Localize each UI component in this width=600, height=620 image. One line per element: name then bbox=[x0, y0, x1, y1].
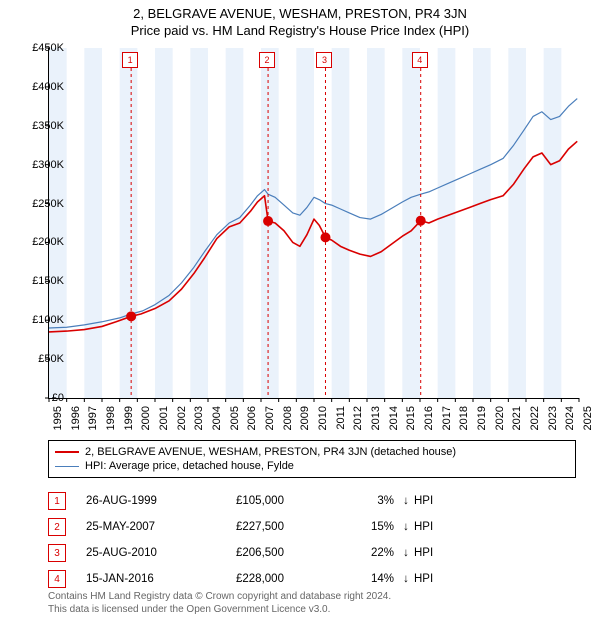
x-axis-tick-label: 2011 bbox=[335, 406, 347, 436]
x-axis-tick-label: 1998 bbox=[105, 406, 117, 436]
legend-swatch-hpi bbox=[55, 466, 79, 467]
x-axis-tick-label: 2017 bbox=[441, 406, 453, 436]
sale-marker-2: 2 bbox=[259, 52, 275, 68]
sales-table: 126-AUG-1999£105,0003%↓HPI225-MAY-2007£2… bbox=[48, 488, 578, 592]
sales-row: 2 25-MAY-2007£227,50015%↓HPI bbox=[48, 514, 578, 540]
x-axis-tick-label: 2013 bbox=[370, 406, 382, 436]
x-axis-tick-label: 2009 bbox=[299, 406, 311, 436]
footer: Contains HM Land Registry data © Crown c… bbox=[48, 591, 578, 616]
sales-row-pct: 15% bbox=[346, 521, 398, 533]
y-axis-tick-label: £0 bbox=[20, 392, 64, 404]
sales-row-marker: 4 bbox=[48, 570, 66, 588]
x-axis-tick-label: 2003 bbox=[193, 406, 205, 436]
legend-label-price-paid: 2, BELGRAVE AVENUE, WESHAM, PRESTON, PR4… bbox=[85, 446, 456, 458]
x-axis-tick-label: 2002 bbox=[176, 406, 188, 436]
sales-row-date: 15-JAN-2016 bbox=[86, 573, 236, 585]
x-axis-tick-label: 2007 bbox=[264, 406, 276, 436]
title-main: 2, BELGRAVE AVENUE, WESHAM, PRESTON, PR4… bbox=[0, 6, 600, 21]
sales-row-date: 25-MAY-2007 bbox=[86, 521, 236, 533]
sales-row: 1 26-AUG-1999£105,0003%↓HPI bbox=[48, 488, 578, 514]
down-arrow-icon: ↓ bbox=[398, 495, 414, 507]
down-arrow-icon: ↓ bbox=[398, 573, 414, 585]
sales-row-suffix: HPI bbox=[414, 495, 454, 507]
x-axis-tick-label: 2018 bbox=[458, 406, 470, 436]
sale-marker-1: 1 bbox=[122, 52, 138, 68]
x-axis-tick-label: 2000 bbox=[140, 406, 152, 436]
y-axis-tick-label: £250K bbox=[20, 198, 64, 210]
y-axis-tick-label: £450K bbox=[20, 42, 64, 54]
x-axis-tick-label: 2020 bbox=[494, 406, 506, 436]
x-axis-tick-label: 2021 bbox=[511, 406, 523, 436]
y-axis-tick-label: £300K bbox=[20, 159, 64, 171]
sales-row-price: £228,000 bbox=[236, 573, 346, 585]
x-axis-tick-label: 1995 bbox=[52, 406, 64, 436]
y-axis-tick-label: £350K bbox=[20, 120, 64, 132]
x-axis-tick-label: 2004 bbox=[211, 406, 223, 436]
legend: 2, BELGRAVE AVENUE, WESHAM, PRESTON, PR4… bbox=[48, 440, 576, 478]
footer-line1: Contains HM Land Registry data © Crown c… bbox=[48, 591, 578, 604]
x-axis-tick-label: 2022 bbox=[529, 406, 541, 436]
x-axis-tick-label: 1999 bbox=[123, 406, 135, 436]
y-axis-tick-label: £100K bbox=[20, 314, 64, 326]
sales-row-price: £206,500 bbox=[236, 547, 346, 559]
x-axis-tick-label: 2023 bbox=[547, 406, 559, 436]
chart-svg bbox=[49, 48, 579, 398]
x-axis-tick-label: 2019 bbox=[476, 406, 488, 436]
sales-row-price: £227,500 bbox=[236, 521, 346, 533]
footer-line2: This data is licensed under the Open Gov… bbox=[48, 604, 578, 617]
title-sub: Price paid vs. HM Land Registry's House … bbox=[0, 23, 600, 38]
sales-row-date: 26-AUG-1999 bbox=[86, 495, 236, 507]
sale-marker-4: 4 bbox=[412, 52, 428, 68]
sales-row-date: 25-AUG-2010 bbox=[86, 547, 236, 559]
x-axis-tick-label: 2010 bbox=[317, 406, 329, 436]
x-axis-tick-label: 2015 bbox=[405, 406, 417, 436]
y-axis-tick-label: £200K bbox=[20, 236, 64, 248]
legend-label-hpi: HPI: Average price, detached house, Fyld… bbox=[85, 460, 294, 472]
x-axis-tick-label: 2008 bbox=[282, 406, 294, 436]
x-axis-tick-label: 2006 bbox=[246, 406, 258, 436]
x-axis-tick-label: 2001 bbox=[158, 406, 170, 436]
x-axis-tick-label: 2016 bbox=[423, 406, 435, 436]
legend-swatch-price-paid bbox=[55, 451, 79, 453]
x-axis-tick-label: 2014 bbox=[388, 406, 400, 436]
chart-container: 2, BELGRAVE AVENUE, WESHAM, PRESTON, PR4… bbox=[0, 0, 600, 620]
y-axis-tick-label: £400K bbox=[20, 81, 64, 93]
x-axis-tick-label: 2012 bbox=[352, 406, 364, 436]
x-axis-tick-label: 1996 bbox=[70, 406, 82, 436]
sales-row-pct: 22% bbox=[346, 547, 398, 559]
sales-row-suffix: HPI bbox=[414, 521, 454, 533]
sales-row-suffix: HPI bbox=[414, 547, 454, 559]
sales-row-marker: 2 bbox=[48, 518, 66, 536]
sales-row-price: £105,000 bbox=[236, 495, 346, 507]
sales-row: 3 25-AUG-2010£206,50022%↓HPI bbox=[48, 540, 578, 566]
down-arrow-icon: ↓ bbox=[398, 547, 414, 559]
x-axis-tick-label: 1997 bbox=[87, 406, 99, 436]
x-axis-tick-label: 2005 bbox=[229, 406, 241, 436]
x-axis-tick-label: 2025 bbox=[582, 406, 594, 436]
legend-row-price-paid: 2, BELGRAVE AVENUE, WESHAM, PRESTON, PR4… bbox=[55, 445, 569, 459]
down-arrow-icon: ↓ bbox=[398, 521, 414, 533]
x-axis-tick-label: 2024 bbox=[564, 406, 576, 436]
sales-row-suffix: HPI bbox=[414, 573, 454, 585]
sale-marker-3: 3 bbox=[316, 52, 332, 68]
sales-row-marker: 3 bbox=[48, 544, 66, 562]
sales-row: 4 15-JAN-2016£228,00014%↓HPI bbox=[48, 566, 578, 592]
sales-row-pct: 3% bbox=[346, 495, 398, 507]
y-axis-tick-label: £50K bbox=[20, 353, 64, 365]
y-axis-tick-label: £150K bbox=[20, 275, 64, 287]
chart-plot-area bbox=[48, 48, 579, 399]
legend-row-hpi: HPI: Average price, detached house, Fyld… bbox=[55, 459, 569, 473]
sales-row-pct: 14% bbox=[346, 573, 398, 585]
sales-row-marker: 1 bbox=[48, 492, 66, 510]
title-block: 2, BELGRAVE AVENUE, WESHAM, PRESTON, PR4… bbox=[0, 0, 600, 38]
